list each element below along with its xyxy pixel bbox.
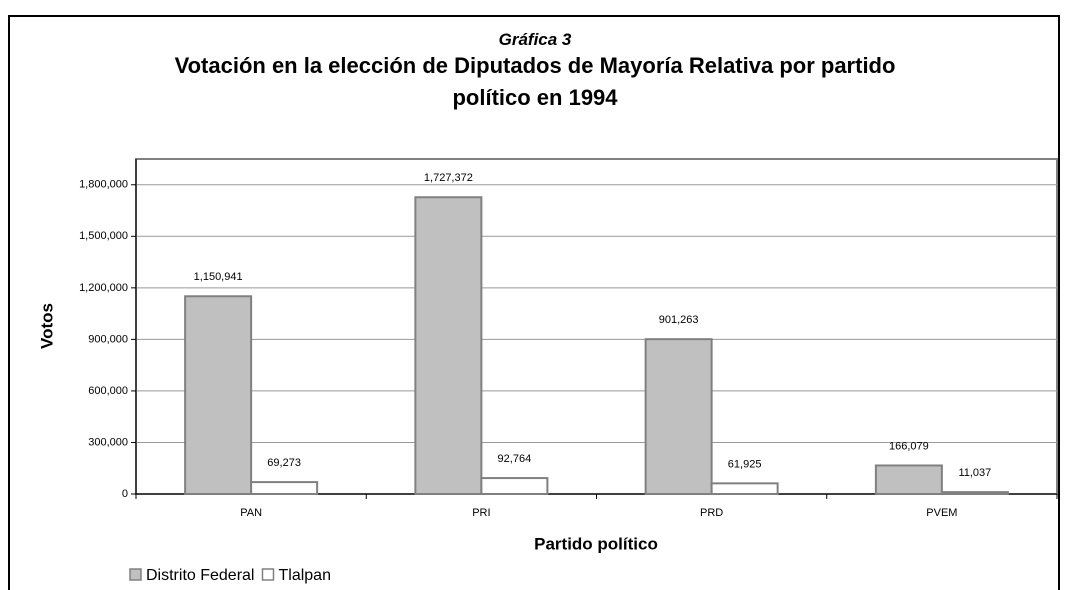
bar [480, 477, 549, 496]
value-label: 1,150,941 [194, 271, 243, 283]
value-label: 166,079 [889, 440, 929, 452]
legend-label: Tlalpan [278, 567, 330, 584]
y-tick-label: 300,000 [88, 436, 128, 448]
y-tick-label: 600,000 [88, 385, 128, 397]
x-tick-label: PAN [240, 507, 262, 519]
x-tick-label: PRI [472, 507, 490, 519]
chart-title: Votación en la elección de Diputados de … [174, 53, 896, 110]
legend-label: Distrito Federal [146, 567, 254, 584]
value-label: 61,925 [728, 458, 762, 470]
bar [644, 338, 713, 495]
y-tick-label: 1,800,000 [79, 179, 128, 191]
value-label: 901,263 [659, 314, 699, 326]
chart-subtitle: Gráfica 3 [498, 30, 572, 49]
bar [940, 491, 1009, 496]
legend-swatch [261, 568, 275, 581]
value-label: 69,273 [267, 457, 301, 469]
x-tick-label: PVEM [926, 507, 957, 519]
value-label: 1,727,372 [424, 172, 473, 184]
legend-swatch [129, 568, 142, 581]
bar [710, 482, 779, 495]
y-tick-label: 900,000 [88, 333, 128, 345]
bar [414, 196, 483, 496]
bar [184, 295, 253, 495]
titles: Gráfica 3 Votación en la elección de Dip… [150, 30, 920, 114]
bar [250, 481, 319, 495]
value-label: 92,764 [498, 453, 532, 465]
y-tick-label: 0 [122, 488, 128, 500]
y-tick-label: 1,500,000 [79, 230, 128, 242]
frame [8, 15, 1060, 590]
x-axis-label: Partido político [534, 534, 658, 553]
y-tick-label: 1,200,000 [79, 282, 128, 294]
y-axis-label: Votos [37, 303, 56, 349]
x-tick-label: PRD [700, 507, 723, 519]
value-label: 11,037 [958, 467, 991, 479]
bar [874, 464, 943, 495]
